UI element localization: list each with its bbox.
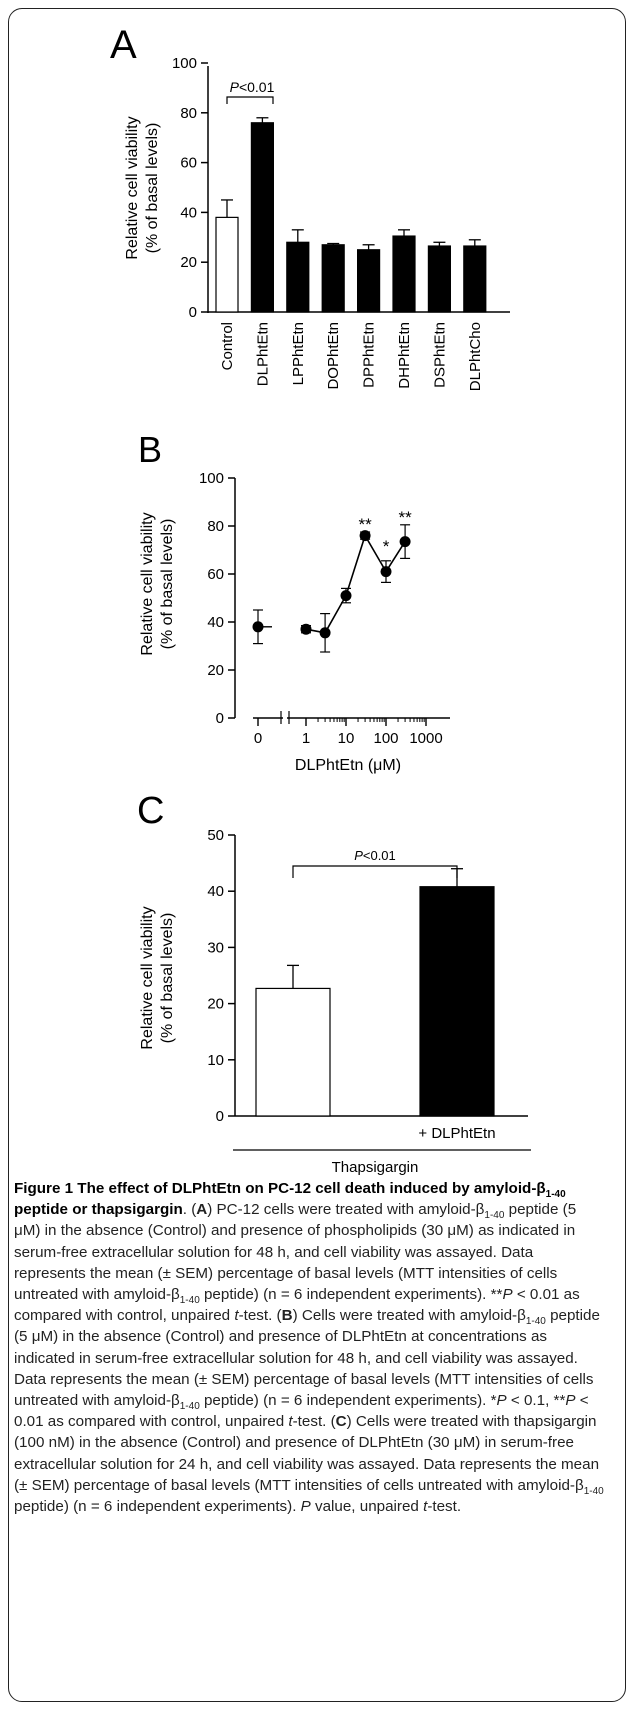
panel-b-point-100 <box>380 566 392 578</box>
panel-a-category-dlphtcho: DLPhtCho <box>467 322 484 391</box>
panel-b-y-tick-label-60: 60 <box>207 566 224 583</box>
panel-a-ylabel-1: Relative cell viability <box>124 116 141 259</box>
figure-canvas: A Relative cell viability (% of basal le… <box>110 23 531 1176</box>
panel-a-y-tick-label-60: 60 <box>180 155 197 172</box>
panel-b-y-ticks: 0 20 40 60 80 100 <box>199 470 235 727</box>
panel-c-y-tick-label-50: 50 <box>207 827 224 844</box>
panel-a-p-value: P<0.01 <box>230 79 275 95</box>
panel-a-category-control: Control <box>219 322 236 370</box>
panel-c-bar-0 <box>255 987 331 1117</box>
panel-c-category-dlphtetn: + DLPhtEtn <box>418 1125 495 1142</box>
panel-b-series-line <box>305 533 406 634</box>
panel-b-x-tick-label-0: 0 <box>254 730 262 747</box>
panel-b-point-10 <box>340 590 352 602</box>
panel-c-y-tick-label-40: 40 <box>207 883 224 900</box>
panel-c-y-tick-label-20: 20 <box>207 996 224 1013</box>
panel-b-point-3 <box>319 627 331 639</box>
panel-c-y-ticks: 0 10 20 30 40 50 <box>207 827 235 1125</box>
panel-a-y-ticks: 0 20 40 60 80 100 <box>172 55 208 321</box>
panel-c-significance-bracket <box>292 865 458 878</box>
panel-b-y-tick-label-0: 0 <box>216 710 224 727</box>
panel-a-bar-dpphtetn <box>357 249 381 313</box>
panel-a-category-dophtetn: DOPhtEtn <box>325 322 342 390</box>
figure-frame <box>8 8 626 1702</box>
panel-b-point-1 <box>300 623 312 635</box>
panel-a-bars <box>215 117 487 313</box>
panel-b-ylabel-2: (% of basal levels) <box>159 519 176 650</box>
panel-b-point-300 <box>399 536 411 548</box>
panel-b-x-tick-label-1: 1 <box>302 730 310 747</box>
panel-a-category-dsphtetn: DSPhtEtn <box>431 322 448 388</box>
panel-a-bar-dhphtetn <box>392 235 416 313</box>
panel-a-category-labels: Control DLPhtEtn LPPhtEtn DOPhtEtn DPPhtEtn D… <box>219 322 484 391</box>
panel-c-y-tick-label-0: 0 <box>216 1108 224 1125</box>
panel-a-y-tick-label-0: 0 <box>189 304 197 321</box>
panel-a-category-lpphtetn: LPPhtEtn <box>290 322 307 385</box>
panel-b-significance-100: * <box>383 537 390 556</box>
panel-a-bar-dlphtetn <box>250 122 274 313</box>
panel-b: B Relative cell viability (% of basal le… <box>138 429 450 774</box>
panel-b-x-tick-label-1000: 1000 <box>409 730 442 747</box>
panel-c-letter: C <box>137 790 164 832</box>
panel-a-category-dpphtetn: DPPhtEtn <box>361 322 378 388</box>
panel-b-x-tick-label-100: 100 <box>373 730 398 747</box>
panel-b-xlabel: DLPhtEtn (μM) <box>295 757 401 774</box>
panel-c-y-tick-label-30: 30 <box>207 939 224 956</box>
panel-c: C Relative cell viability (% of basal le… <box>137 790 531 1176</box>
panel-b-x-ticks: 0 1 10 100 1000 <box>254 718 443 747</box>
panel-a-y-tick-label-80: 80 <box>180 105 197 122</box>
panel-b-y-tick-label-40: 40 <box>207 614 224 631</box>
panel-b-significance-30: ** <box>358 515 372 534</box>
panel-a: A Relative cell viability (% of basal le… <box>110 23 510 391</box>
panel-a-category-dhphtetn: DHPhtEtn <box>396 322 413 389</box>
panel-a-significance-bracket <box>226 96 274 104</box>
caption-title: Figure 1 The effect of DLPhtEtn on PC-12… <box>14 1180 566 1219</box>
panel-c-ylabel-1: Relative cell viability <box>139 906 156 1049</box>
panel-a-ylabel-2: (% of basal levels) <box>144 123 161 254</box>
panel-b-y-tick-label-20: 20 <box>207 662 224 679</box>
panel-b-significance-300: ** <box>398 508 412 527</box>
panel-a-bar-dophtetn <box>321 244 345 313</box>
panel-a-letter: A <box>110 23 137 67</box>
panel-b-y-tick-label-100: 100 <box>199 470 224 487</box>
panel-c-y-tick-label-10: 10 <box>207 1052 224 1069</box>
panel-a-bar-dlphtcho <box>463 245 487 313</box>
panel-a-bar-dsphtetn <box>427 245 451 313</box>
panel-b-y-tick-label-80: 80 <box>207 518 224 535</box>
panel-b-letter: B <box>138 429 162 470</box>
panel-c-ylabel-2: (% of basal levels) <box>159 913 176 1044</box>
panel-b-x-tick-label-10: 10 <box>338 730 355 747</box>
panel-c-group-label: Thapsigargin <box>332 1159 419 1176</box>
panel-c-p-value: P<0.01 <box>354 848 396 863</box>
panel-a-y-tick-label-20: 20 <box>180 254 197 271</box>
panel-a-bar-lpphtetn <box>286 241 310 313</box>
panel-a-bar-control <box>215 216 239 313</box>
panel-b-series: ***** <box>252 508 412 653</box>
panel-a-y-tick-label-40: 40 <box>180 204 197 221</box>
panel-a-y-tick-label-100: 100 <box>172 55 197 72</box>
figure-caption: Figure 1 The effect of DLPhtEtn on PC-12… <box>14 1180 604 1516</box>
panel-b-point-30 <box>359 530 371 542</box>
panel-a-category-dlphtetn: DLPhtEtn <box>254 322 271 386</box>
panel-b-ylabel-1: Relative cell viability <box>139 512 156 655</box>
panel-c-bar-1 <box>419 886 495 1117</box>
panel-c-bars <box>255 868 495 1117</box>
